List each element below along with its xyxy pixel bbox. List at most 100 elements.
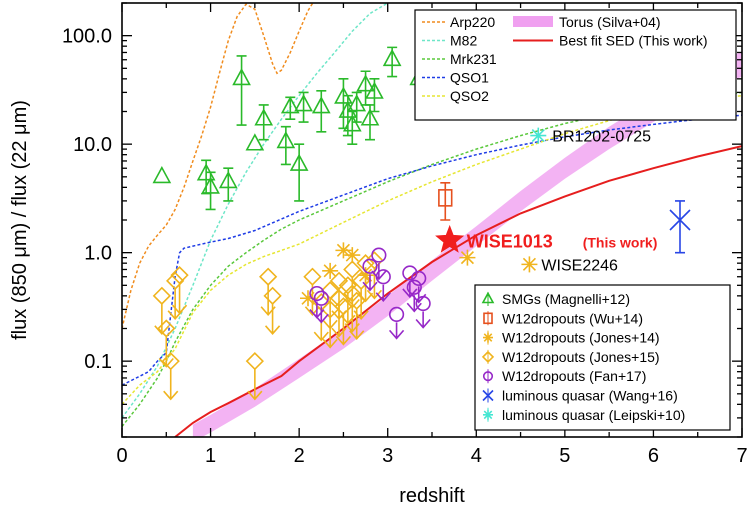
legend-item-qso2-label: QSO2 xyxy=(450,88,489,104)
w12dropouts-jones-14-point-1 xyxy=(322,262,339,279)
legend-datasets-box xyxy=(474,284,731,431)
smgs-magnelli-12-point-11 xyxy=(311,96,331,114)
w12dropouts-jones-15-point-16 xyxy=(334,297,353,346)
w12dropouts-jones-14-point-2 xyxy=(335,242,352,259)
smgs-magnelli-12-point-10-shape xyxy=(294,94,313,112)
legend-item-w12dropouts-jones-14-marker xyxy=(483,332,493,343)
y-tick-label: 0.1 xyxy=(84,351,112,373)
w12dropouts-fan-17-point-1-shape xyxy=(313,290,329,306)
legend-item-w12dropouts-jones-15-marker-shape xyxy=(481,350,495,364)
x-tick-label: 7 xyxy=(736,445,747,467)
luminous-quasar-wang-16-point-0-errorbar xyxy=(675,200,685,254)
y-axis-label: flux (850 μm) / flux (22 μm) xyxy=(9,100,31,340)
smgs-magnelli-12-point-8 xyxy=(280,96,300,114)
smgs-magnelli-12-point-2-shape xyxy=(201,176,220,194)
x-tick-label: 1 xyxy=(205,445,216,467)
highlight-sublabel: (This work) xyxy=(583,234,658,250)
x-tick-label: 4 xyxy=(471,445,482,467)
w12dropouts-fan-17-point-5-shape xyxy=(388,306,405,322)
y-tick-label: 100.0 xyxy=(62,26,112,48)
smgs-magnelli-12-point-7 xyxy=(276,130,296,149)
w12dropouts-fan-17-point-8-shape xyxy=(406,279,422,295)
w12dropouts-jones-14-point-5 xyxy=(459,249,476,266)
w12dropouts-jones-15-point-4-arrow xyxy=(171,283,188,315)
w12dropouts-jones-15-point-20 xyxy=(347,291,366,341)
smgs-magnelli-12-point-3-shape xyxy=(218,170,238,189)
w12dropouts-fan-17-point-6-shape xyxy=(402,265,418,281)
smgs-magnelli-12-point-7-shape xyxy=(276,130,296,149)
luminous-quasar-leipski-10-point-0 xyxy=(530,127,547,144)
w12dropouts-fan-17-point-7-shape xyxy=(411,270,427,286)
w12dropouts-fan-17-point-2 xyxy=(362,258,378,292)
w12dropouts-jones-15-point-7 xyxy=(263,286,282,336)
legend-datasets: SMGs (Magnelli+12) W12dropouts (Wu+14) W12… xyxy=(474,284,731,431)
luminous-quasar-wang-16-point-0 xyxy=(669,209,691,231)
w12dropouts-jones-14-point-1-shape xyxy=(322,262,339,279)
legend-item-w12dropouts-fan-17-marker-shape xyxy=(482,371,494,382)
w12dropouts-jones-15-point-15-arrow xyxy=(322,317,338,349)
ticks: 0 1 2 3 4 5 6 7 0.1 1.0 10.0 100.0 xyxy=(62,2,748,467)
w12dropouts-fan-17-point-6 xyxy=(402,265,418,299)
smgs-magnelli-12-point-4-errorbar xyxy=(236,55,247,126)
smgs-magnelli-12-point-17-shape xyxy=(360,108,380,126)
smgs-magnelli-12-point-6-shape xyxy=(254,108,274,126)
smgs-magnelli-12-point-15 xyxy=(347,94,367,112)
highlight-layer: WISE1013 (This work) xyxy=(435,224,658,253)
annotation-wise2246: WISE2246 xyxy=(541,257,618,274)
data-points-layer xyxy=(152,46,691,401)
smgs-magnelli-12-point-13 xyxy=(338,100,358,118)
legend-item-w12dropouts-fan-17-label: W12dropouts (Fan+17) xyxy=(502,368,646,384)
smgs-magnelli-12-point-11-shape xyxy=(311,96,331,114)
w12dropouts-jones-15-point-7-arrow xyxy=(264,303,281,336)
w12dropouts-fan-17-point-8-arrow xyxy=(406,295,422,313)
luminous-quasar-wang-16-point-0-shape xyxy=(669,209,691,231)
smgs-magnelli-12-point-4-shape xyxy=(232,67,251,86)
legend-item-best-fit-sed-this-work-label: Best fit SED (This work) xyxy=(559,33,708,49)
legend-item-smgs-magnelli-12-marker xyxy=(481,291,495,304)
luminous-quasar-leipski-10-point-0-shape xyxy=(530,127,547,144)
smgs-magnelli-12-point-14 xyxy=(342,114,362,132)
curve-best-fit-sed-this-work xyxy=(174,145,742,437)
x-tick-label: 2 xyxy=(294,445,305,467)
legend-item-mrk231-label: Mrk231 xyxy=(450,51,497,67)
legend-item-smgs-magnelli-12-marker-shape xyxy=(481,291,495,304)
w12dropouts-fan-17-point-9 xyxy=(415,295,431,329)
w12dropouts-jones-15-point-20-arrow xyxy=(349,308,365,341)
smgs-magnelli-12-point-9 xyxy=(289,153,309,171)
w12dropouts-fan-17-point-2-shape xyxy=(362,258,378,274)
annotation-layer: BR1202-0725 WISE2246 xyxy=(541,129,651,275)
smgs-magnelli-12-point-16 xyxy=(356,74,375,92)
w12dropouts-fan-17-point-6-arrow xyxy=(402,280,418,299)
w12dropouts-fan-17-point-1-arrow xyxy=(313,306,329,324)
legend-item-luminous-quasar-leipski-10-marker-shape xyxy=(483,409,493,420)
w12dropouts-jones-14-point-6-shape xyxy=(521,256,538,273)
smgs-magnelli-12-point-8-shape xyxy=(280,96,300,114)
smgs-magnelli-12-point-3 xyxy=(218,170,238,189)
legend-item-luminous-quasar-wang-16-marker xyxy=(482,389,494,402)
w12dropouts-fan-17-point-2-arrow xyxy=(362,274,378,292)
w12dropouts-fan-17-point-3-shape xyxy=(371,247,387,263)
legend-item-w12dropouts-jones-14-marker-shape xyxy=(483,332,493,343)
smgs-magnelli-12-point-5 xyxy=(245,133,265,151)
w12dropouts-jones-15-point-16-arrow xyxy=(335,314,352,346)
y-tick-label: 10.0 xyxy=(73,134,112,156)
w12dropouts-jones-14-point-6 xyxy=(521,256,538,273)
w12dropouts-fan-17-point-5 xyxy=(388,306,405,340)
x-tick-label: 6 xyxy=(648,445,659,467)
smgs-magnelli-12-point-15-shape xyxy=(347,94,367,112)
x-axis-label: redshift xyxy=(399,485,465,507)
legend-item-w12dropouts-jones-15-label: W12dropouts (Jones+15) xyxy=(502,349,660,365)
x-tick-label: 3 xyxy=(382,445,393,467)
smgs-magnelli-12-point-18-shape xyxy=(365,81,384,99)
w12dropouts-jones-14-point-3 xyxy=(344,247,361,264)
w12dropouts-wu-14-point-0 xyxy=(438,189,453,207)
smgs-magnelli-12-point-14-shape xyxy=(342,114,362,132)
legend-item-luminous-quasar-wang-16-label: luminous quasar (Wang+16) xyxy=(502,388,678,404)
legend-item-smgs-magnelli-12-label: SMGs (Magnelli+12) xyxy=(502,291,630,307)
legend-item-w12dropouts-jones-15-marker xyxy=(481,350,495,364)
smgs-magnelli-12-point-19-errorbar xyxy=(387,46,398,78)
curve-m82 xyxy=(122,3,390,419)
curve-qso2 xyxy=(122,94,742,405)
annotation-br1202: BR1202-0725 xyxy=(552,129,651,146)
